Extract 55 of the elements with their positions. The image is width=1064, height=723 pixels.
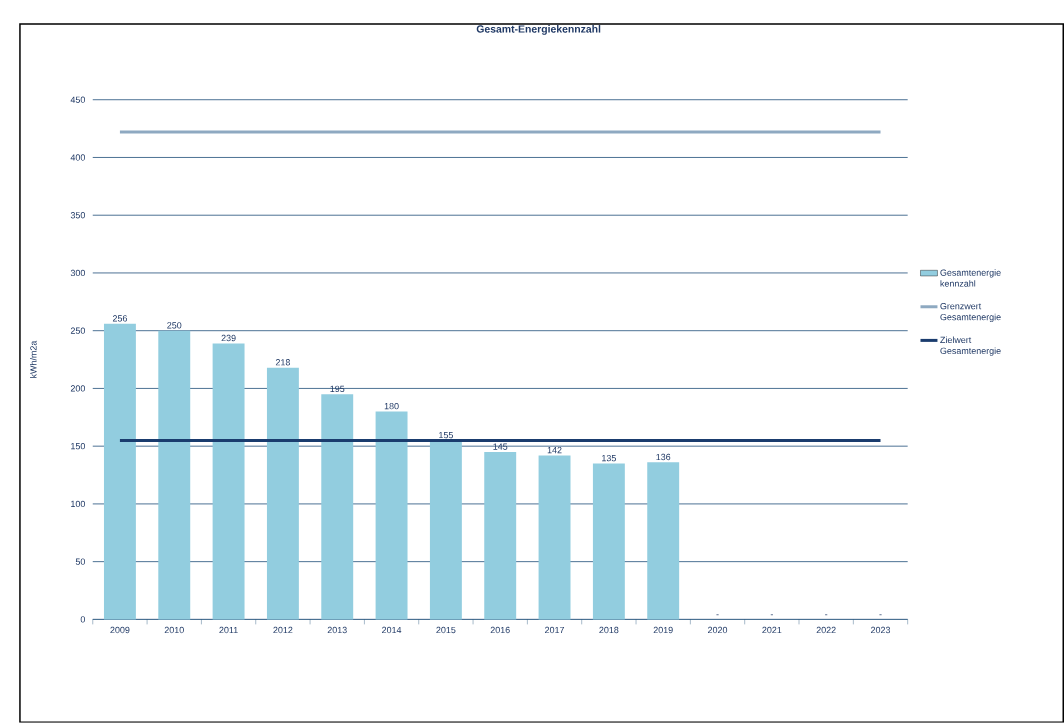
y-tick-label: 350 (70, 212, 85, 219)
y-tick-label: 50 (75, 558, 85, 565)
data-label: 256 (112, 315, 127, 322)
text: - (879, 614, 882, 616)
x-tick-label: 2009 (110, 626, 130, 634)
bar (158, 330, 191, 620)
chart-title: Gesamt-Energiekennzahl (476, 25, 601, 35)
text: - (770, 614, 773, 616)
bar (538, 455, 571, 620)
x-tick-label: 2020 (708, 626, 728, 634)
y-tick-label: 150 (71, 443, 85, 450)
y-tick-label: 200 (70, 385, 85, 392)
data-label: 155 (439, 432, 453, 439)
bar (103, 323, 136, 620)
x-tick-label: 2017 (545, 626, 565, 634)
bar (266, 367, 299, 620)
data-label: 142 (547, 447, 562, 454)
text: - (825, 614, 828, 616)
y-tick-label: 0 (80, 616, 85, 623)
data-label: 250 (167, 322, 182, 329)
data-label: 145 (493, 443, 508, 450)
data-label: 239 (221, 334, 236, 342)
y-tick-label: 250 (70, 327, 85, 334)
x-tick-label: 2019 (653, 626, 673, 634)
legend-label: Zielwert Gesamtenergie (940, 336, 1001, 356)
legend-label: Grenzwert Gesamtenergie (940, 303, 1001, 323)
x-tick-label: 2021 (762, 626, 782, 634)
bar (212, 343, 245, 620)
bar (592, 463, 625, 620)
x-tick-label: 2013 (327, 626, 347, 634)
x-tick-label: 2010 (164, 626, 184, 634)
y-tick-label: 400 (70, 154, 85, 161)
y-tick-label: 450 (70, 96, 85, 103)
y-axis-title: kWh/m2a (30, 340, 37, 378)
data-label: 136 (656, 453, 671, 461)
x-tick-label: 2018 (599, 626, 619, 634)
x-tick-label: 2012 (273, 626, 293, 634)
data-label: 218 (275, 359, 290, 366)
x-tick-label: 2022 (816, 626, 836, 634)
x-tick-label: 2023 (871, 626, 891, 634)
x-tick-label: 2016 (490, 626, 510, 634)
legend-label: Gesamtenergie kennzahl (940, 269, 1001, 287)
x-tick-label: 2015 (436, 626, 456, 634)
x-tick-label: 2011 (219, 626, 238, 634)
bar (375, 411, 408, 620)
data-label: 135 (602, 455, 616, 462)
bar (429, 440, 462, 620)
x-tick-label: 2014 (382, 626, 402, 634)
bar (321, 394, 354, 620)
data-label: 180 (384, 403, 399, 410)
text: - (716, 614, 719, 616)
bar (484, 452, 517, 620)
bar (647, 462, 680, 620)
y-tick-label: 300 (70, 269, 85, 277)
y-tick-label: 100 (71, 500, 85, 508)
